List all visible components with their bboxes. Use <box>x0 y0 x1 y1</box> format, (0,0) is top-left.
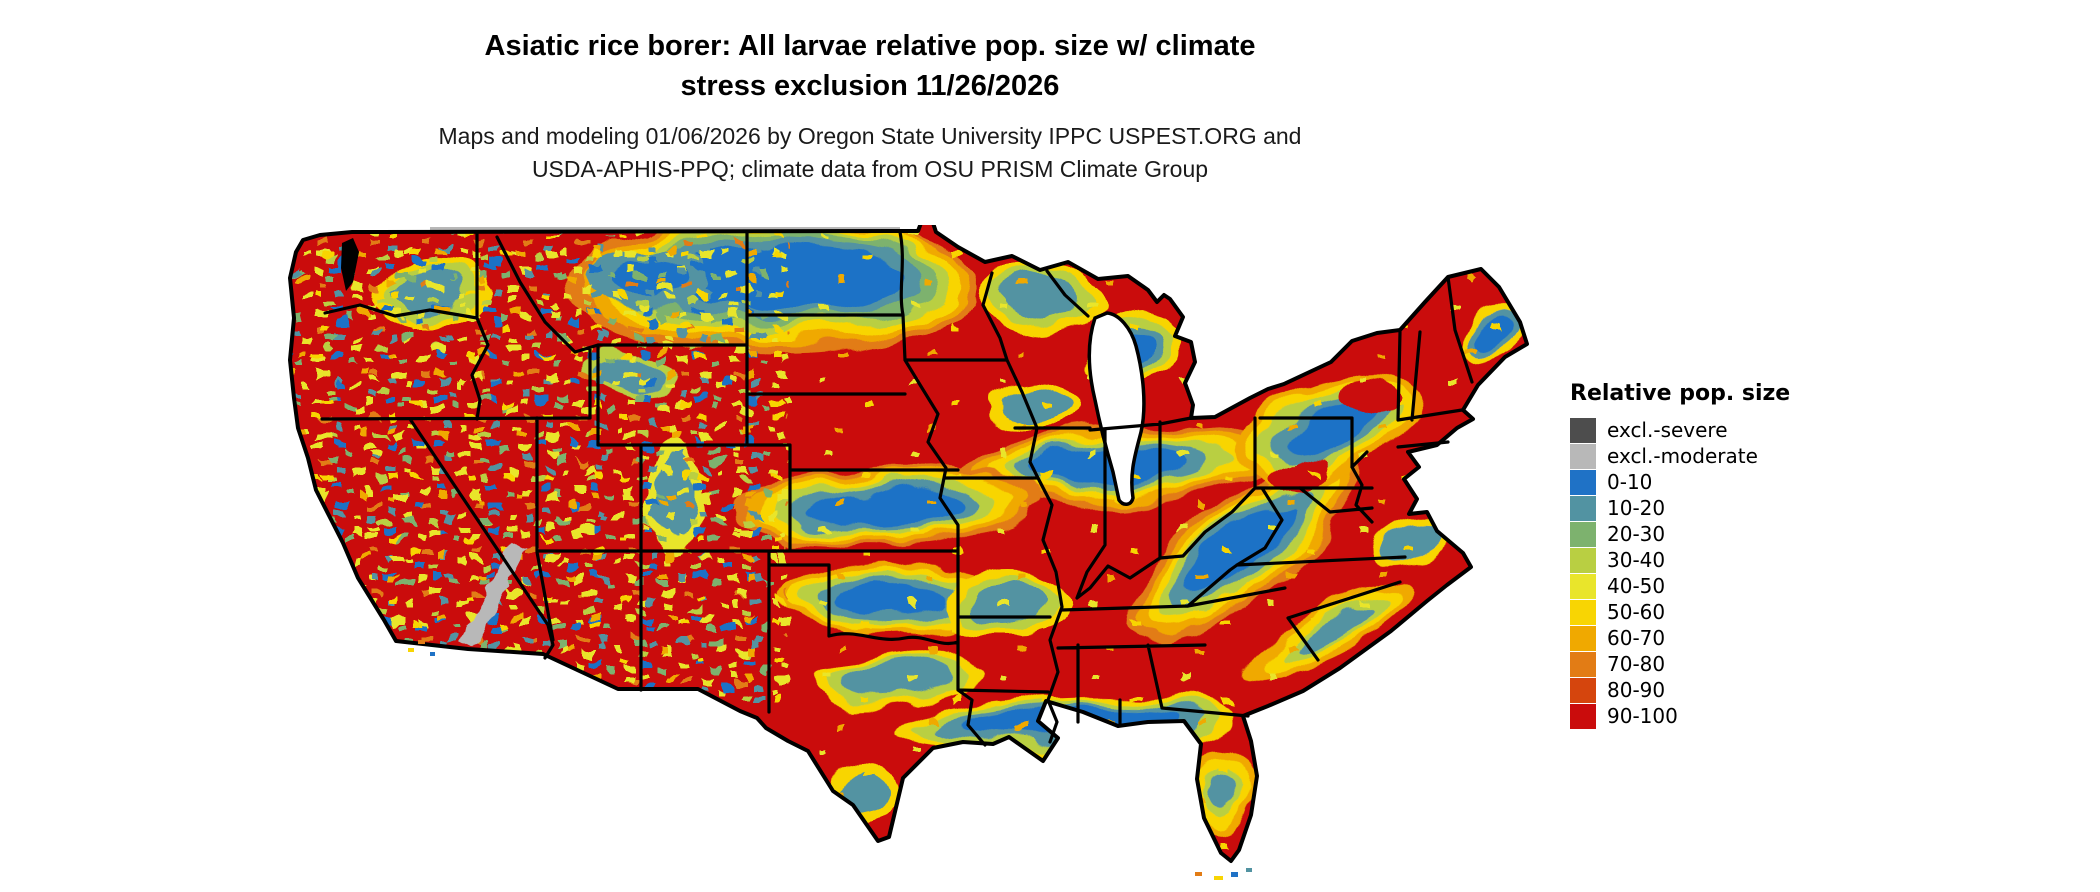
legend-swatch <box>1570 521 1596 547</box>
legend-item: 40-50 <box>1570 573 1830 599</box>
legend-swatch <box>1570 495 1596 521</box>
legend-title: Relative pop. size <box>1570 381 1791 406</box>
us-risk-map <box>230 221 1550 885</box>
legend-swatch <box>1570 599 1596 625</box>
legend-swatch <box>1570 547 1596 573</box>
legend-swatch <box>1570 651 1596 677</box>
channel-islands-dots <box>404 630 435 656</box>
legend-swatch <box>1570 573 1596 599</box>
legend-label: 50-60 <box>1607 600 1666 624</box>
legend-label: 0-10 <box>1607 470 1653 494</box>
legend-item: 10-20 <box>1570 495 1830 521</box>
legend-swatch <box>1570 703 1596 729</box>
state-borders <box>320 230 1474 747</box>
us-map-svg <box>288 221 1529 880</box>
legend-item: excl.-severe <box>1570 417 1830 443</box>
legend-label: 60-70 <box>1607 626 1666 650</box>
legend-items: excl.-severe excl.-moderate 0-10 10-20 20-30… <box>1570 417 1830 729</box>
legend-item: 50-60 <box>1570 599 1830 625</box>
puget-sound <box>341 238 359 291</box>
conus-outline <box>288 221 1529 863</box>
legend-swatch <box>1570 469 1596 495</box>
legend-label: 30-40 <box>1607 548 1666 572</box>
legend-swatch <box>1570 443 1596 469</box>
legend-item: 60-70 <box>1570 625 1830 651</box>
legend-swatch <box>1570 677 1596 703</box>
legend-swatch <box>1570 417 1596 443</box>
legend-item: 30-40 <box>1570 547 1830 573</box>
legend-label: excl.-severe <box>1607 418 1728 442</box>
legend-item: excl.-moderate <box>1570 443 1830 469</box>
header: Asiatic rice borer: All larvae relative … <box>0 26 1740 186</box>
legend-label: 70-80 <box>1607 652 1666 676</box>
legend-label: excl.-moderate <box>1607 444 1758 468</box>
legend-label: 40-50 <box>1607 574 1666 598</box>
legend-item: 80-90 <box>1570 677 1830 703</box>
map-raster-layers <box>290 223 1527 861</box>
florida-keys-dots <box>1195 868 1252 880</box>
legend-swatch <box>1570 625 1596 651</box>
legend-label: 90-100 <box>1607 704 1678 728</box>
legend-item: 90-100 <box>1570 703 1830 729</box>
legend-label: 20-30 <box>1607 522 1666 546</box>
legend-item: 70-80 <box>1570 651 1830 677</box>
map-subtitle: Maps and modeling 01/06/2026 by Oregon S… <box>0 120 1740 186</box>
map-subtitle-line-1: Maps and modeling 01/06/2026 by Oregon S… <box>438 123 1302 149</box>
map-subtitle-line-2: USDA-APHIS-PPQ; climate data from OSU PR… <box>531 156 1209 182</box>
map-title-line-2: stress exclusion 11/26/2026 <box>680 70 1060 102</box>
map-title-line-1: Asiatic rice borer: All larvae relative … <box>484 30 1256 62</box>
legend-item: 0-10 <box>1570 469 1830 495</box>
legend: Relative pop. size excl.-severe excl.-mod… <box>1570 382 1830 729</box>
legend-label: 80-90 <box>1607 678 1666 702</box>
canada-border-exclusion-line <box>430 227 900 231</box>
map-title: Asiatic rice borer: All larvae relative … <box>0 26 1740 106</box>
legend-item: 20-30 <box>1570 521 1830 547</box>
legend-label: 10-20 <box>1607 496 1666 520</box>
lake-michigan <box>1087 311 1146 506</box>
